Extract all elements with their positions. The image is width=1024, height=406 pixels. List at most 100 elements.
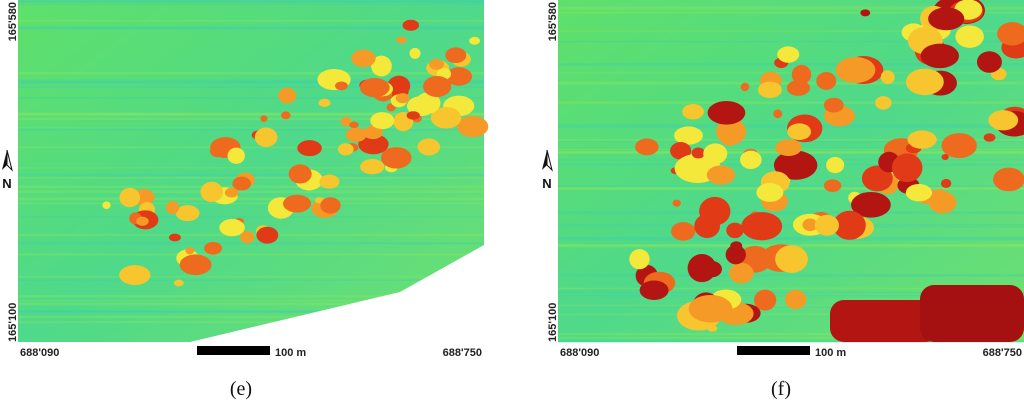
map-texture: [18, 216, 484, 218]
building-signal: [833, 210, 866, 240]
building-signal: [816, 71, 837, 90]
map-texture: [558, 243, 1024, 247]
building-signal: [997, 22, 1024, 46]
map-texture: [18, 117, 484, 121]
building-signal: [940, 178, 952, 188]
map-image: [18, 0, 484, 342]
building-signal: [429, 58, 444, 70]
map-texture: [558, 4, 1024, 6]
building-signal: [629, 249, 650, 270]
building-signal: [672, 199, 681, 207]
building-signal: [469, 36, 481, 45]
north-label: N: [542, 176, 551, 191]
building-signal: [691, 147, 706, 159]
building-signal: [787, 123, 812, 141]
building-signal: [823, 97, 844, 113]
map-texture: [18, 197, 484, 201]
building-signal: [445, 67, 473, 86]
map-texture: [18, 300, 484, 302]
x-coord-label: 688'090: [560, 347, 599, 359]
map-texture: [558, 274, 1024, 277]
building-signal: [905, 183, 933, 202]
building-signal: [200, 181, 223, 203]
map-texture: [558, 185, 1024, 188]
y-coord-label: 165'100: [7, 303, 19, 342]
building-signal: [741, 212, 783, 241]
building-signal: [337, 143, 354, 156]
building-signal: [786, 80, 811, 96]
scale-label: 100 m: [275, 347, 306, 359]
map-texture: [558, 223, 1024, 226]
building-signal: [283, 194, 312, 213]
building-signal: [891, 153, 923, 183]
building-signal: [756, 183, 784, 202]
building-signal: [993, 167, 1024, 192]
map-texture: [558, 186, 1024, 189]
no-data-area: [190, 245, 484, 342]
map-texture: [558, 238, 1024, 241]
map-texture: [558, 63, 1024, 66]
building-signal: [907, 130, 937, 149]
building-signal: [835, 56, 876, 84]
map-texture: [18, 3, 484, 6]
map-texture: [18, 113, 484, 116]
building-signal: [688, 294, 733, 323]
building-signal: [726, 222, 744, 239]
building-signal: [875, 96, 892, 110]
building-signal: [635, 138, 659, 156]
map-texture: [18, 0, 484, 3]
north-arrow: [546, 149, 553, 172]
building-signal: [254, 127, 278, 147]
building-signal: [402, 19, 420, 31]
building-signal: [928, 191, 957, 214]
building-signal: [784, 289, 807, 310]
map-texture: [18, 113, 484, 115]
building-signal: [168, 233, 181, 242]
map-texture: [18, 127, 484, 129]
building-signal: [349, 121, 359, 129]
building-signal: [319, 174, 340, 189]
north-label: N: [2, 176, 11, 191]
building-signal: [351, 49, 376, 68]
panel-caption: (f): [771, 378, 791, 400]
map-texture: [18, 113, 484, 115]
building-signal: [880, 70, 895, 85]
map-texture: [558, 225, 1024, 228]
building-signal: [703, 143, 728, 165]
map-texture: [558, 3, 1024, 7]
building-signal: [730, 241, 743, 251]
map-texture: [18, 315, 484, 319]
building-signal: [240, 231, 255, 244]
map-texture: [18, 310, 484, 313]
building-signal: [175, 205, 200, 222]
building-signal: [729, 262, 754, 284]
building-signal: [721, 133, 739, 146]
map-texture: [18, 146, 484, 149]
building-signal: [725, 245, 746, 265]
map-texture: [18, 85, 484, 89]
building-signal: [694, 213, 720, 239]
map-texture: [18, 279, 484, 281]
building-signal: [380, 147, 412, 169]
building-signal: [363, 125, 383, 140]
building-signal: [773, 109, 783, 119]
building-signal: [119, 187, 141, 208]
building-signal: [359, 78, 390, 98]
building-signal: [430, 106, 462, 129]
map-texture: [18, 310, 484, 312]
building-signal: [707, 100, 746, 125]
building-signal: [777, 46, 800, 63]
building-signal: [409, 47, 421, 59]
y-coord-label: 165'580: [7, 2, 19, 41]
building-signal: [256, 226, 279, 244]
building-signal: [905, 68, 944, 96]
map-texture: [18, 112, 484, 116]
map-texture: [18, 72, 484, 75]
building-signal: [358, 134, 389, 155]
building-signal: [941, 153, 949, 160]
building-signal: [415, 92, 441, 114]
panel-caption: (e): [230, 378, 252, 400]
building-signal: [406, 111, 420, 120]
scale-label: 100 m: [815, 347, 846, 359]
